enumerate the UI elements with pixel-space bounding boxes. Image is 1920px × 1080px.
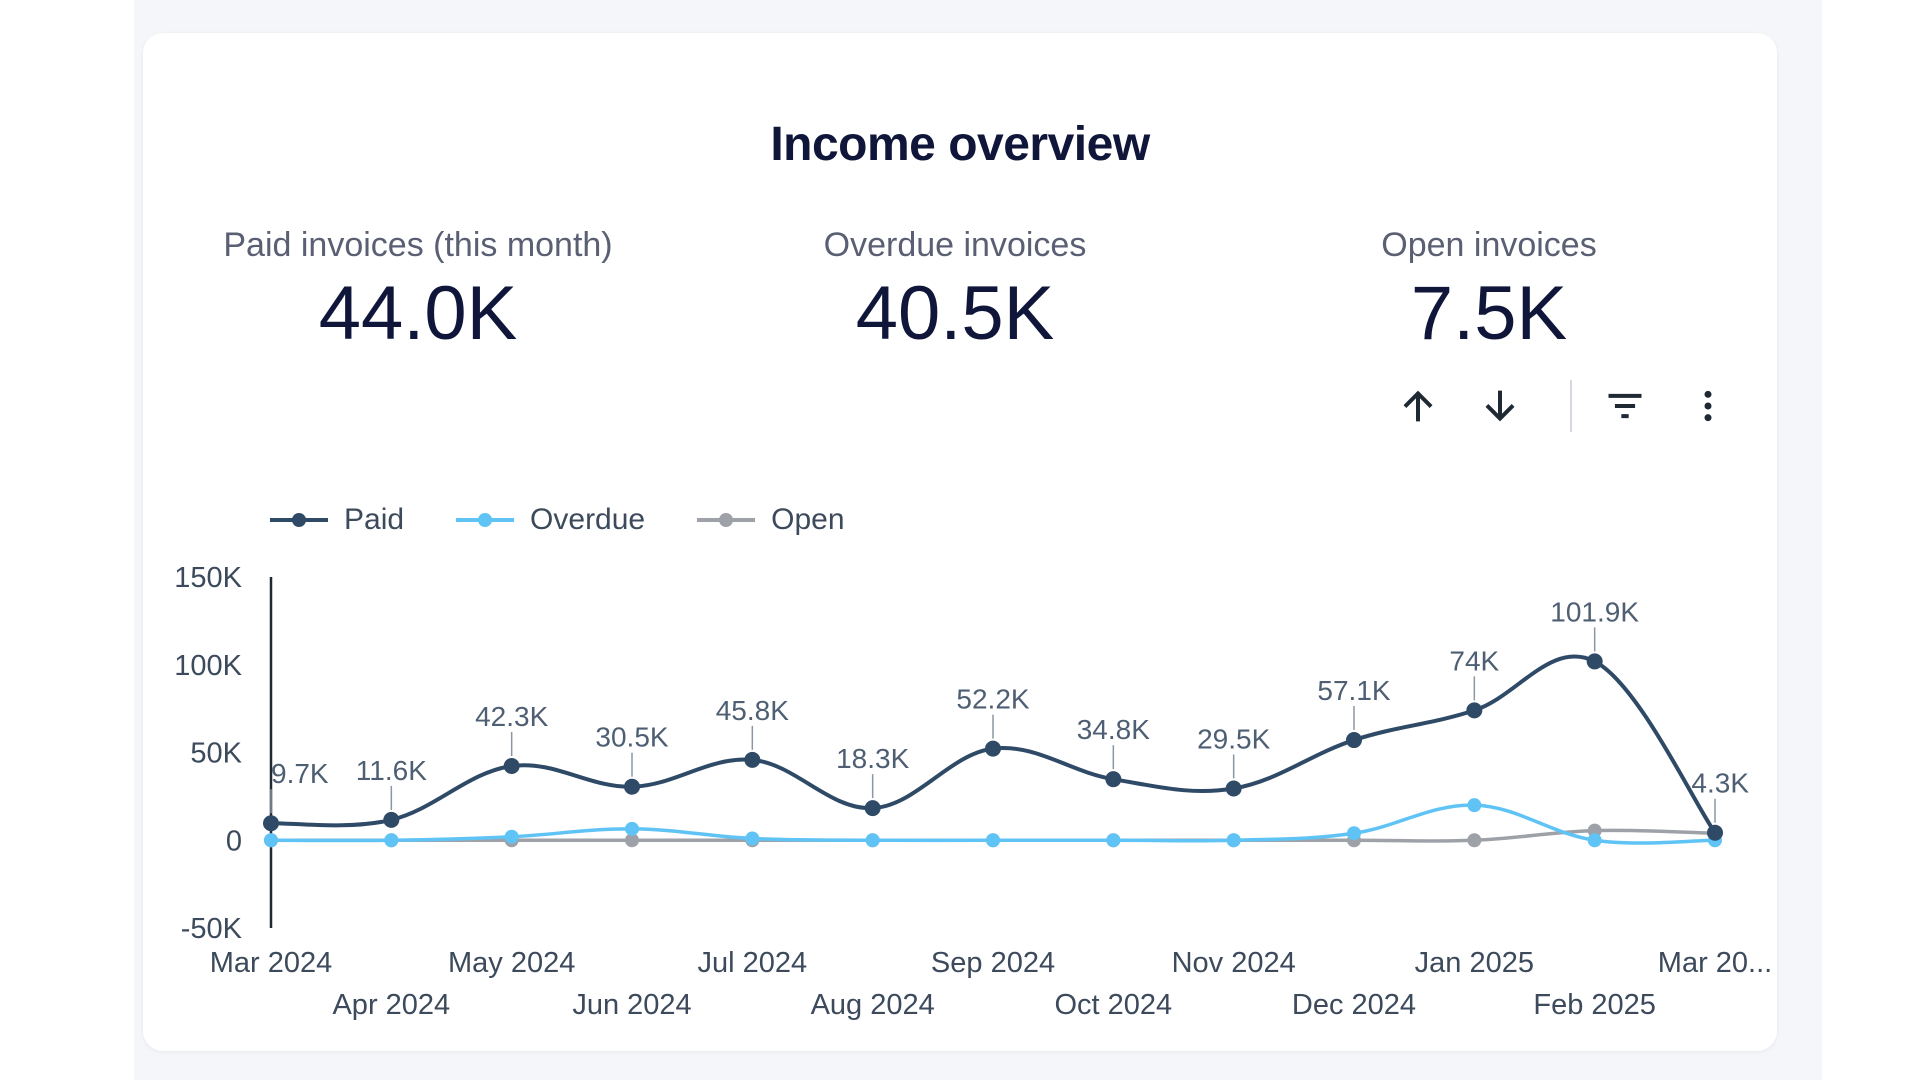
- data-point-overdue: [986, 833, 1000, 848]
- filter-icon: [1608, 393, 1642, 419]
- kpi-label: Overdue invoices: [823, 226, 1087, 264]
- toolbar-divider: [1570, 380, 1572, 432]
- data-point-overdue: [264, 833, 278, 848]
- legend-item-paid[interactable]: Paid: [268, 503, 404, 537]
- data-point-overdue: [625, 821, 639, 836]
- data-point-overdue: [865, 833, 880, 848]
- kpi-label: Paid invoices (this month): [223, 226, 613, 264]
- data-point-open: [625, 833, 639, 848]
- filter-button[interactable]: [1597, 378, 1653, 434]
- arrow-down-icon: [1485, 390, 1515, 422]
- data-point-paid: [985, 740, 1001, 757]
- more-vert-icon: [1704, 390, 1712, 422]
- data-label: 11.6K: [356, 755, 427, 786]
- legend-item-overdue[interactable]: Overdue: [454, 503, 645, 537]
- data-label: 18.3K: [836, 743, 909, 774]
- kpi-value: 44.0K: [318, 271, 518, 356]
- data-label: 101.9K: [1550, 596, 1639, 627]
- card-title: Income overview: [770, 118, 1150, 171]
- series-overdue: [264, 798, 1722, 848]
- data-point-paid: [503, 758, 520, 775]
- data-point-paid: [383, 811, 400, 828]
- x-tick-label: Sep 2024: [931, 947, 1055, 979]
- legend-swatch-open: [697, 513, 756, 527]
- x-tick-label: Jul 2024: [698, 947, 808, 979]
- data-point-paid: [744, 751, 761, 768]
- sort-descending-button[interactable]: [1472, 378, 1528, 434]
- data-label: 74K: [1449, 645, 1499, 676]
- x-tick-label: Jun 2024: [572, 989, 691, 1021]
- y-tick-label: 50K: [190, 738, 242, 770]
- more-options-button[interactable]: [1680, 378, 1736, 434]
- sort-ascending-button[interactable]: [1390, 378, 1446, 434]
- data-point-paid: [1586, 653, 1603, 670]
- data-point-overdue: [1226, 833, 1241, 848]
- x-tick-label: May 2024: [448, 947, 575, 979]
- data-point-paid: [1105, 771, 1122, 788]
- x-tick-label: Feb 2025: [1533, 989, 1656, 1021]
- data-point-open: [1587, 823, 1602, 838]
- chart-legend: Paid Overdue Open: [268, 500, 895, 540]
- data-point-paid: [1707, 824, 1723, 841]
- data-label: 45.8K: [716, 695, 789, 726]
- y-tick-label: 0: [226, 825, 242, 857]
- y-tick-label: -50K: [181, 913, 243, 945]
- x-tick-label: Nov 2024: [1172, 947, 1296, 979]
- data-point-paid: [1346, 732, 1362, 749]
- data-point-open: [1467, 833, 1482, 848]
- chart-toolbar: [1390, 378, 1750, 434]
- legend-item-open[interactable]: Open: [695, 503, 845, 537]
- x-tick-label: Dec 2024: [1292, 989, 1416, 1021]
- kpi-label: Open invoices: [1381, 226, 1597, 264]
- data-label: 42.3K: [475, 701, 548, 732]
- data-point-overdue: [504, 829, 519, 844]
- x-tick-label: Apr 2024: [332, 989, 450, 1021]
- x-tick-label: Oct 2024: [1054, 989, 1172, 1021]
- data-label: 29.5K: [1197, 723, 1270, 754]
- data-point-paid: [1466, 702, 1483, 719]
- data-label: 57.1K: [1317, 675, 1390, 706]
- kpi-overdue-invoices: Overdue invoices 40.5K: [675, 223, 1235, 359]
- y-tick-label: 150K: [174, 562, 242, 594]
- data-point-paid: [263, 815, 279, 832]
- legend-label: Overdue: [530, 503, 646, 536]
- data-point-overdue: [1347, 826, 1361, 841]
- kpi-open-invoices: Open invoices 7.5K: [1209, 223, 1769, 359]
- data-point-paid: [624, 778, 640, 795]
- data-label: 9.7K: [271, 758, 329, 789]
- kpi-value: 40.5K: [855, 271, 1055, 356]
- x-tick-label: Aug 2024: [811, 989, 935, 1021]
- data-point-paid: [1225, 780, 1242, 797]
- data-point-paid: [864, 800, 881, 817]
- legend-label: Open: [771, 503, 845, 536]
- kpi-value: 7.5K: [1410, 271, 1568, 356]
- series-paid: [263, 653, 1723, 841]
- legend-swatch-overdue: [456, 513, 515, 527]
- x-tick-label: Mar 20...: [1658, 947, 1772, 979]
- x-tick-label: Jan 2025: [1415, 947, 1534, 979]
- data-label: 52.2K: [956, 684, 1029, 715]
- kpi-paid-invoices: Paid invoices (this month) 44.0K: [138, 223, 698, 359]
- data-label: 34.8K: [1077, 714, 1150, 745]
- data-label: 30.5K: [595, 722, 668, 753]
- data-point-overdue: [1587, 833, 1602, 848]
- data-point-overdue: [1467, 798, 1482, 813]
- legend-swatch-paid: [270, 513, 328, 527]
- data-point-overdue: [745, 831, 760, 846]
- data-label: 4.3K: [1691, 768, 1749, 799]
- data-point-overdue: [384, 833, 399, 848]
- income-overview-card: Income overview Paid invoices (this mont…: [143, 33, 1777, 1051]
- data-point-overdue: [1106, 833, 1121, 848]
- legend-label: Paid: [344, 503, 405, 536]
- x-tick-label: Mar 2024: [210, 947, 333, 979]
- y-tick-label: 100K: [174, 650, 242, 682]
- arrow-up-icon: [1403, 390, 1433, 422]
